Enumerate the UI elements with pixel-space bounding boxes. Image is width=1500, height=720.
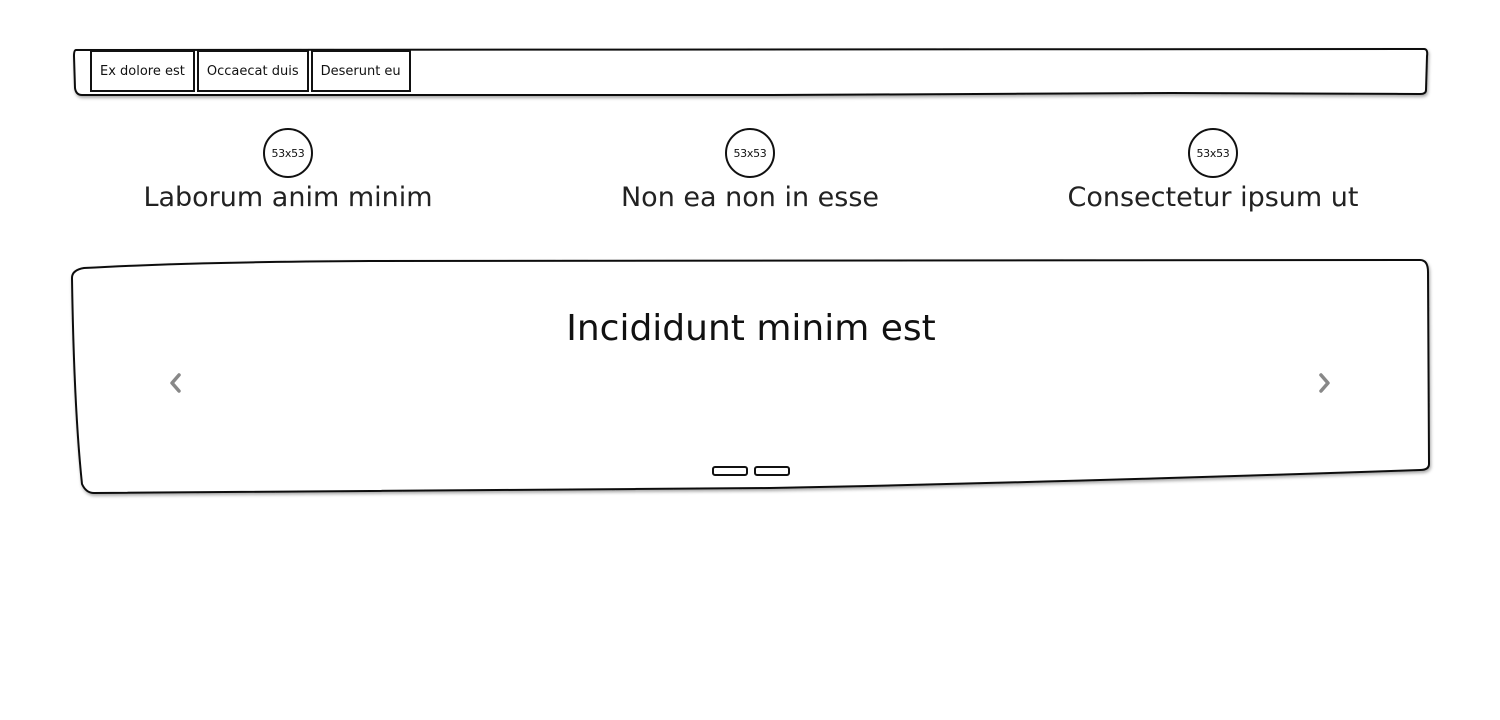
carousel-frame	[70, 258, 1431, 495]
slide-title: Incididunt minim est	[566, 308, 936, 349]
nav-tab-occaecat-duis[interactable]: Occaecat duis	[196, 50, 309, 92]
nav-tab-ex-dolore-est[interactable]: Ex dolore est	[90, 50, 195, 92]
image-placeholder: 53x53	[725, 128, 775, 178]
chevron-right-icon[interactable]	[1310, 368, 1340, 398]
navbar-frame	[72, 47, 1429, 96]
carousel-indicators	[70, 466, 1432, 476]
feature-row: 53x53 Laborum anim minim 53x53 Non ea no…	[0, 128, 1500, 228]
top-navbar: Ex dolore est Occaecat duis Deserunt eu	[72, 47, 1429, 96]
image-placeholder: 53x53	[263, 128, 313, 178]
feature-item: 53x53 Non ea non in esse	[540, 128, 960, 213]
nav-tab-deserunt-eu[interactable]: Deserunt eu	[310, 50, 411, 92]
chevron-left-icon[interactable]	[160, 368, 190, 398]
image-placeholder: 53x53	[1188, 128, 1238, 178]
feature-caption: Consectetur ipsum ut	[1067, 182, 1359, 213]
feature-item: 53x53 Laborum anim minim	[78, 128, 498, 213]
feature-caption: Non ea non in esse	[620, 182, 880, 213]
carousel: Incididunt minim est	[70, 258, 1432, 498]
carousel-indicator-1[interactable]	[712, 466, 748, 476]
nav-tabs: Ex dolore est Occaecat duis Deserunt eu	[90, 50, 411, 94]
feature-caption: Laborum anim minim	[143, 182, 433, 213]
feature-item: 53x53 Consectetur ipsum ut	[1003, 128, 1423, 213]
carousel-indicator-2[interactable]	[754, 466, 790, 476]
